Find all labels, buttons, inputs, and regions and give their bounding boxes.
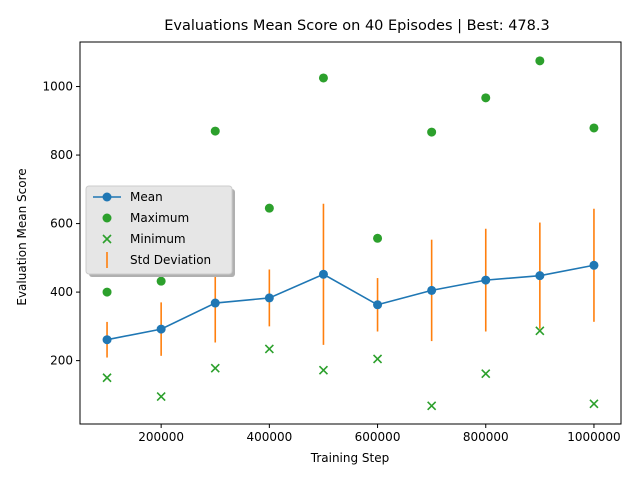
mean-point: [156, 324, 166, 334]
minimum-point: [210, 363, 220, 373]
legend-label: Maximum: [130, 211, 189, 225]
maximum-point: [264, 203, 274, 213]
legend-label: Minimum: [130, 232, 186, 246]
minimum-point: [156, 392, 166, 402]
y-axis-title: Evaluation Mean Score: [15, 168, 29, 305]
legend-box: [85, 185, 233, 275]
y-tick-label: 800: [50, 148, 73, 162]
mean-point: [318, 269, 328, 279]
maximum-point: [481, 93, 491, 103]
minimum-point: [372, 354, 383, 364]
legend-maximum-marker: [102, 213, 112, 223]
mean-line: [106, 264, 595, 341]
axes-frame: [79, 41, 622, 425]
x-tick-label: 800000: [463, 430, 509, 444]
legend: Mean Maximum Minimum Std Deviation: [85, 185, 235, 277]
y-tick-label: 600: [50, 217, 73, 231]
maximum-point: [156, 276, 166, 286]
mean-point: [589, 260, 599, 270]
maximum-point: [427, 127, 437, 137]
maximum-point: [373, 233, 383, 243]
maximum-point: [318, 73, 328, 83]
y-tick-label: 1000: [42, 80, 73, 94]
mean-point: [102, 335, 112, 345]
maximum-point: [210, 126, 220, 136]
axes: 200000 400000 600000 800000 1000000 200 400 600…: [42, 41, 622, 444]
legend-label: Mean: [130, 190, 163, 204]
mean-point: [264, 293, 274, 303]
mean-point: [210, 298, 220, 308]
plot-area: [102, 56, 599, 411]
maximum-point: [589, 123, 599, 133]
x-tick-label: 600000: [355, 430, 401, 444]
legend-minimum-marker: [102, 234, 112, 244]
x-axis-title: Training Step: [310, 451, 390, 465]
minimum-point: [481, 369, 491, 379]
x-tick-label: 200000: [138, 430, 184, 444]
minimum-point: [264, 344, 274, 354]
chart-title: Evaluations Mean Score on 40 Episodes | …: [164, 18, 549, 34]
maximum-point: [535, 56, 545, 66]
x-tick-label: 1000000: [567, 430, 620, 444]
mean-point: [535, 271, 545, 281]
y-tick-label: 400: [50, 285, 73, 299]
mean-point: [373, 300, 383, 310]
mean-point: [427, 285, 437, 295]
x-tick-label: 400000: [246, 430, 292, 444]
maximum-point: [102, 287, 112, 297]
minimum-point: [427, 401, 437, 411]
minimum-point: [318, 365, 329, 375]
legend-label: Std Deviation: [130, 253, 211, 267]
legend-mean-marker: [102, 192, 112, 202]
minimum-point: [589, 399, 599, 409]
minimum-point: [102, 373, 112, 383]
y-tick-label: 200: [50, 354, 73, 368]
mean-point: [481, 275, 491, 285]
minimum-point: [535, 326, 545, 336]
